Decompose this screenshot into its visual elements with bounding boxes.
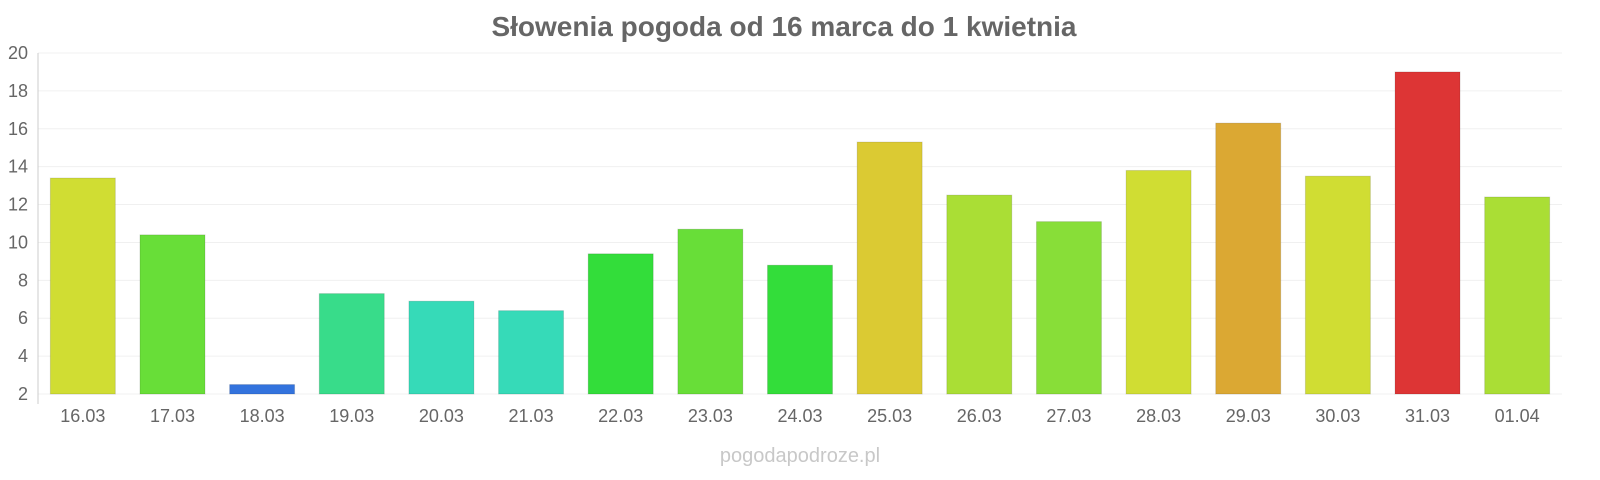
x-tick-label: 26.03	[957, 406, 1002, 426]
bar-18.03	[229, 384, 296, 395]
x-tick-label: 28.03	[1136, 406, 1181, 426]
bar-29.03	[1215, 122, 1282, 395]
x-tick-label: 24.03	[777, 406, 822, 426]
x-tick-label: 21.03	[509, 406, 554, 426]
x-tick-label: 23.03	[688, 406, 733, 426]
y-tick-label: 4	[18, 346, 28, 366]
bar-23.03	[677, 228, 744, 395]
x-tick-label: 22.03	[598, 406, 643, 426]
x-tick-label: 01.04	[1495, 406, 1540, 426]
x-tick-label: 25.03	[867, 406, 912, 426]
y-tick-label: 2	[18, 384, 28, 404]
y-tick-label: 20	[8, 43, 28, 63]
bar-01.04	[1484, 196, 1551, 395]
y-tick-label: 16	[8, 119, 28, 139]
y-tick-label: 12	[8, 195, 28, 215]
bar-30.03	[1304, 175, 1371, 395]
y-tick-label: 6	[18, 308, 28, 328]
x-tick-label: 27.03	[1046, 406, 1091, 426]
bar-16.03	[49, 177, 116, 395]
x-tick-label: 17.03	[150, 406, 195, 426]
bar-17.03	[139, 234, 206, 395]
y-tick-label: 8	[18, 270, 28, 290]
bar-22.03	[587, 253, 654, 395]
bar-20.03	[408, 300, 475, 395]
bar-28.03	[1125, 169, 1192, 395]
bar-26.03	[946, 194, 1013, 395]
x-tick-label: 18.03	[240, 406, 285, 426]
x-tick-label: 31.03	[1405, 406, 1450, 426]
y-tick-label: 14	[8, 157, 28, 177]
bar-21.03	[498, 310, 565, 395]
bar-25.03	[856, 141, 923, 395]
x-tick-label: 20.03	[419, 406, 464, 426]
x-tick-label: 29.03	[1226, 406, 1271, 426]
bar-19.03	[318, 293, 385, 395]
bar-27.03	[1035, 221, 1102, 395]
x-tick-label: 16.03	[60, 406, 105, 426]
bar-24.03	[767, 264, 833, 395]
watermark: pogodapodroze.pl	[720, 445, 880, 467]
y-tick-label: 18	[8, 81, 28, 101]
y-tick-label: 10	[8, 232, 28, 252]
x-tick-label: 19.03	[329, 406, 374, 426]
bar-31.03	[1394, 71, 1461, 395]
x-tick-label: 30.03	[1315, 406, 1360, 426]
chart-title: Słowenia pogoda od 16 marca do 1 kwietni…	[491, 11, 1076, 42]
